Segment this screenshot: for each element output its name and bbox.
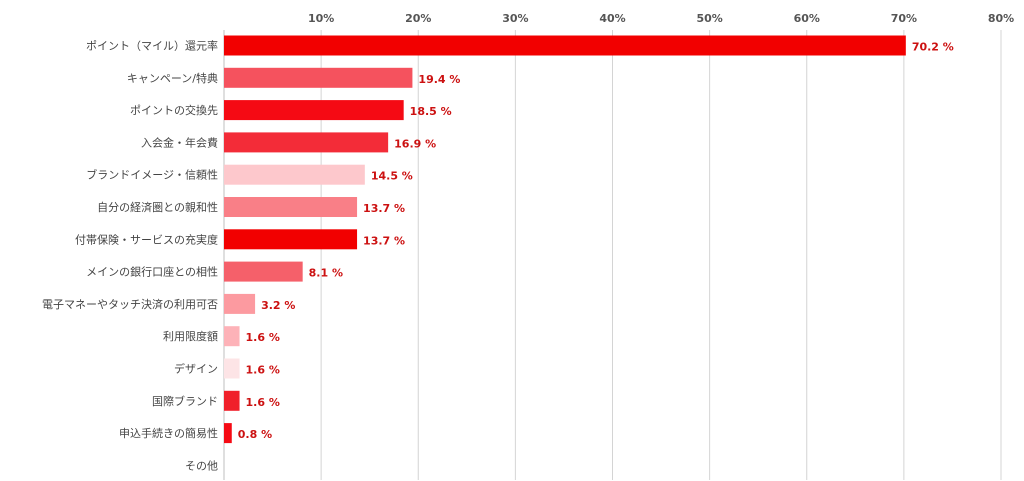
data-label: 1.6 % [246, 364, 280, 377]
category-label: 国際ブランド [152, 394, 218, 408]
bar [224, 67, 413, 88]
data-label: 1.6 % [246, 396, 280, 409]
grid-lines [223, 30, 1002, 480]
data-label: 16.9 % [394, 137, 436, 150]
bar [224, 229, 358, 250]
bar [224, 261, 303, 282]
bar [224, 197, 358, 217]
bar [224, 423, 232, 444]
bar [224, 164, 365, 185]
category-label: 付帯保険・サービスの充実度 [75, 232, 218, 246]
data-label: 70.2 % [912, 41, 954, 54]
bar [224, 35, 906, 56]
x-tick-label: 40% [599, 12, 625, 25]
data-label: 13.7 % [363, 234, 405, 247]
data-label: 18.5 % [410, 105, 452, 118]
category-label: メインの銀行口座との相性 [86, 265, 218, 279]
x-tick-label: 70% [891, 12, 917, 25]
bar [224, 390, 240, 411]
category-label: キャンペーン/特典 [127, 71, 218, 85]
category-labels: ポイント（マイル）還元率キャンペーン/特典ポイントの交換先入会金・年会費ブランド… [42, 39, 218, 473]
x-axis-ticks: 10% 20% 30% 40% 50% 60% 70% 80% [308, 12, 1014, 25]
data-label: 8.1 % [309, 267, 343, 280]
bar [224, 358, 240, 379]
category-label: 電子マネーやタッチ決済の利用可否 [42, 297, 218, 311]
value-labels: 70.2 % 19.4 % 18.5 % 16.9 % 14.5 % 13.7 % 13.7… [238, 41, 954, 442]
category-label: 自分の経済圏との親和性 [97, 200, 218, 214]
bar [224, 100, 404, 121]
x-tick-label: 30% [502, 12, 528, 25]
bar [224, 132, 389, 153]
category-label: ブランドイメージ・信頼性 [86, 168, 218, 182]
category-label: 入会金・年会費 [141, 135, 218, 149]
bars [224, 35, 906, 444]
category-label: ポイント（マイル）還元率 [86, 39, 218, 53]
category-label: ポイントの交換先 [130, 103, 218, 117]
x-tick-label: 60% [794, 12, 820, 25]
data-label: 1.6 % [246, 331, 280, 344]
data-label: 3.2 % [261, 299, 295, 312]
x-tick-label: 80% [988, 12, 1014, 25]
category-label: その他 [185, 459, 218, 472]
bar [224, 326, 240, 347]
data-label: 14.5 % [371, 170, 413, 183]
data-label: 0.8 % [238, 428, 272, 441]
category-label: 申込手続きの簡易性 [119, 426, 218, 440]
data-label: 13.7 % [363, 202, 405, 215]
x-tick-label: 20% [405, 12, 431, 25]
category-label: 利用限度額 [163, 329, 218, 343]
category-label: デザイン [174, 362, 218, 376]
x-tick-label: 50% [696, 12, 722, 25]
x-tick-label: 10% [308, 12, 334, 25]
bar [224, 293, 256, 314]
data-label: 19.4 % [418, 73, 460, 86]
